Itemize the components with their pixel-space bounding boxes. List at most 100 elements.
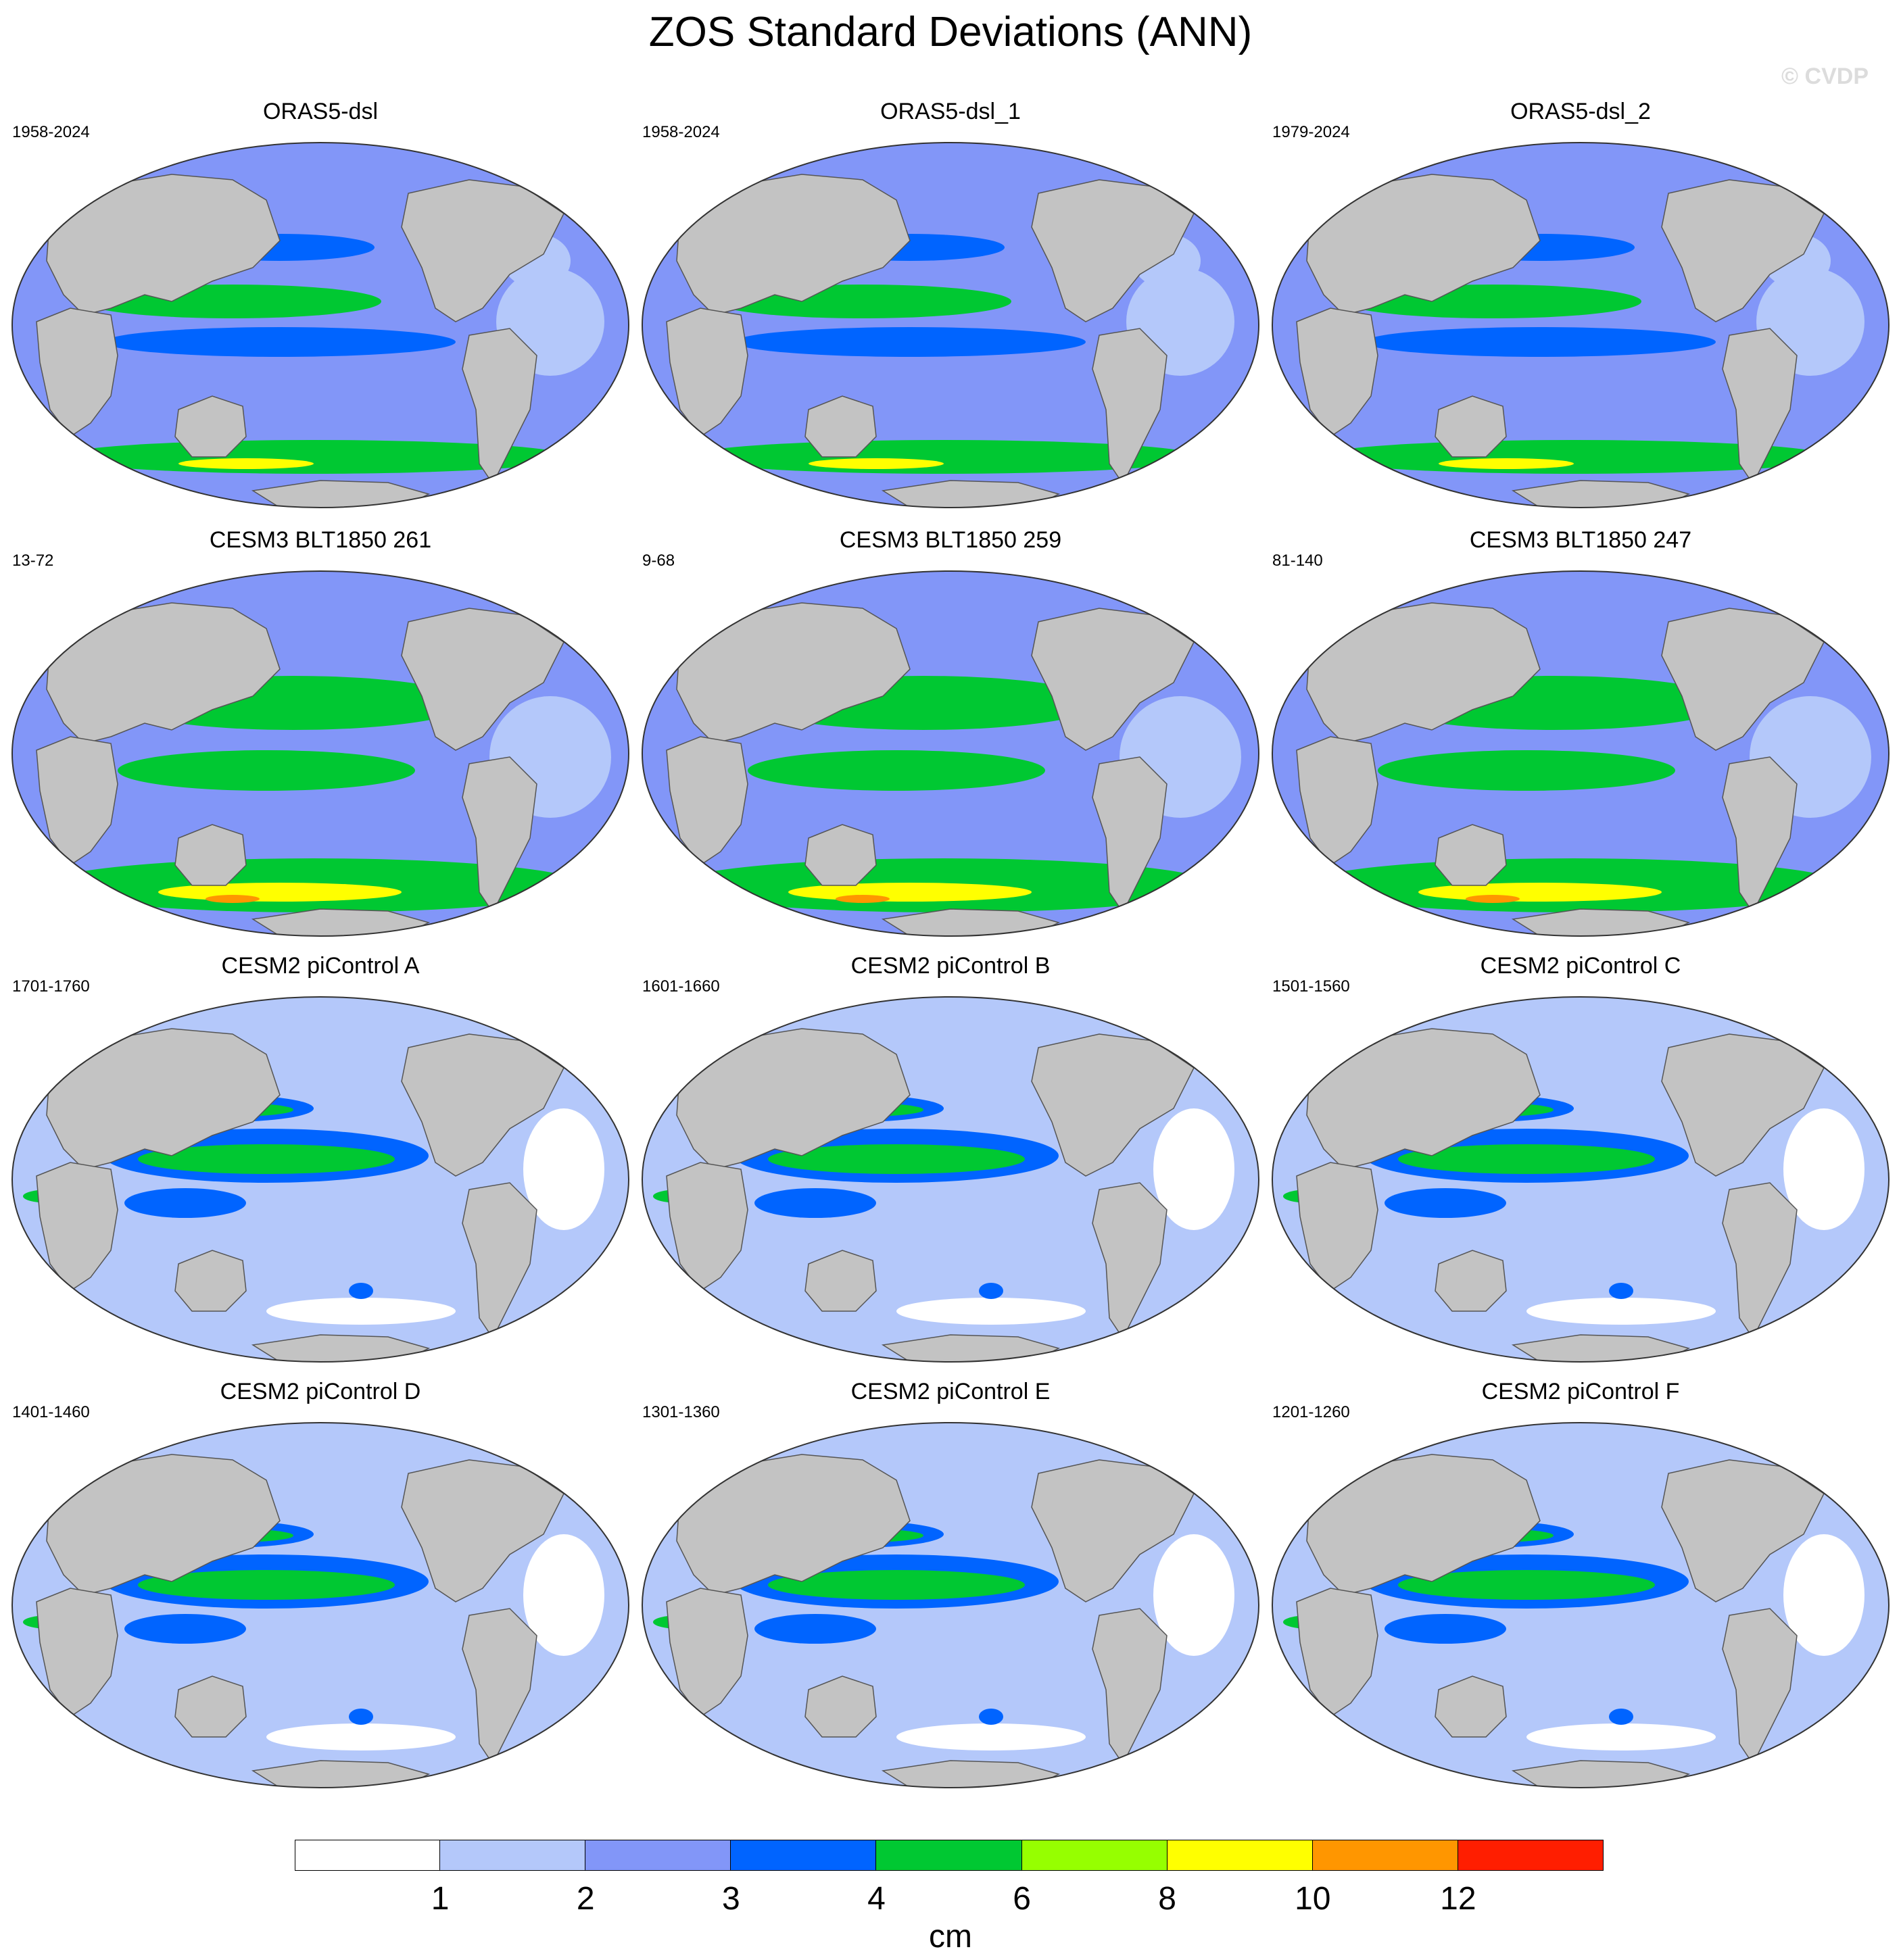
antarctica-land: [881, 480, 1061, 508]
antarctica-land: [881, 908, 1061, 936]
panel-period: 81-140: [1272, 552, 1323, 570]
map-boundary: [11, 996, 629, 1363]
map-panel: CESM2 piControl F 1201-1260: [1270, 1379, 1892, 1791]
south-america-land: [462, 1608, 537, 1765]
map-panel: CESM2 piControl B 1601-1660: [640, 953, 1261, 1365]
panel-title: CESM2 piControl E: [850, 1379, 1051, 1404]
australia-land: [804, 824, 877, 886]
south-america-land: [462, 1182, 537, 1340]
map-panel: ORAS5-dsl_2 1979-2024: [1270, 99, 1892, 511]
map-boundary: [1272, 1422, 1890, 1788]
eurasia-land: [1306, 602, 1541, 744]
africa-land: [666, 1162, 748, 1292]
colorbar-box: [440, 1840, 586, 1871]
africa-land: [1296, 736, 1378, 866]
colorbar-tick-label: 6: [1013, 1881, 1031, 1917]
australia-land: [804, 395, 877, 458]
panel-period: 1701-1760: [12, 977, 90, 996]
map-boundary: [1272, 142, 1890, 508]
map-boundary: [642, 1422, 1259, 1788]
panel-title: CESM2 piControl F: [1481, 1379, 1680, 1404]
antarctica-land: [251, 1334, 431, 1362]
panel-period: 1601-1660: [642, 977, 720, 996]
land-mask: [36, 151, 565, 508]
africa-land: [36, 308, 118, 438]
colorbar-box: [585, 1840, 731, 1871]
eurasia-land: [1306, 1028, 1541, 1170]
north-america-land: [1031, 608, 1195, 751]
panel-period: 1301-1360: [642, 1403, 720, 1421]
panel-period: 1958-2024: [642, 123, 720, 141]
panel-title: CESM2 piControl D: [220, 1379, 421, 1404]
colorbar: [295, 1840, 1604, 1873]
eurasia-land: [1306, 174, 1541, 316]
eurasia-land: [676, 174, 911, 316]
map-panel: CESM2 piControl C 1501-1560: [1270, 953, 1892, 1365]
north-america-land: [1661, 1459, 1825, 1602]
map-boundary: [11, 1422, 629, 1788]
australia-land: [174, 1675, 247, 1738]
panel-title: ORAS5-dsl_1: [880, 99, 1021, 124]
australia-land: [174, 395, 247, 458]
map-boundary: [642, 570, 1259, 937]
panel-title: CESM3 BLT1850 247: [1469, 527, 1692, 553]
map-panel: ORAS5-dsl_1 1958-2024: [640, 99, 1261, 511]
eurasia-land: [46, 174, 281, 316]
antarctica-land: [881, 1334, 1061, 1362]
colorbar-units: cm: [929, 1919, 972, 1955]
map-boundary: [1272, 570, 1890, 937]
antarctica-land: [251, 1760, 431, 1788]
world-map: [642, 996, 1259, 1363]
world-map: [11, 996, 629, 1363]
north-america-land: [1661, 608, 1825, 751]
panel-period: 13-72: [12, 552, 54, 570]
panel-title: ORAS5-dsl_2: [1510, 99, 1651, 124]
australia-land: [1435, 395, 1507, 458]
north-america-land: [401, 1033, 564, 1177]
map-panel: CESM2 piControl E 1301-1360: [640, 1379, 1261, 1791]
panel-period: 1958-2024: [12, 123, 90, 141]
africa-land: [666, 1588, 748, 1718]
africa-land: [36, 1162, 118, 1292]
map-panel: CESM3 BLT1850 259 9-68: [640, 527, 1261, 939]
antarctica-land: [251, 908, 431, 936]
world-map: [1272, 142, 1890, 508]
africa-land: [36, 1588, 118, 1718]
panel-title: CESM2 piControl B: [850, 953, 1051, 979]
colorbar-box: [295, 1840, 441, 1871]
australia-land: [1435, 1250, 1507, 1312]
colorbar-tick-label: 8: [1158, 1881, 1177, 1917]
colorbar-tick-label: 12: [1440, 1881, 1476, 1917]
africa-land: [1296, 1162, 1378, 1292]
land-mask: [666, 1005, 1195, 1362]
north-america-land: [1661, 179, 1825, 322]
world-map: [642, 1422, 1259, 1788]
south-america-land: [1722, 756, 1798, 914]
land-mask: [666, 1431, 1195, 1788]
africa-land: [666, 308, 748, 438]
map-boundary: [1272, 996, 1890, 1363]
eurasia-land: [46, 1028, 281, 1170]
panel-title: ORAS5-dsl: [262, 99, 379, 124]
south-america-land: [1092, 1608, 1168, 1765]
australia-land: [804, 1675, 877, 1738]
land-mask: [1296, 1005, 1825, 1362]
south-america-land: [1092, 1182, 1168, 1340]
antarctica-land: [881, 1760, 1061, 1788]
map-panel: CESM3 BLT1850 261 13-72: [9, 527, 631, 939]
north-america-land: [401, 179, 564, 322]
eurasia-land: [676, 1454, 911, 1596]
south-america-land: [1722, 1608, 1798, 1765]
panel-title: CESM3 BLT1850 259: [839, 527, 1062, 553]
antarctica-land: [1511, 480, 1691, 508]
south-america-land: [1722, 328, 1798, 485]
panel-title: CESM2 piControl C: [1480, 953, 1681, 979]
panel-period: 1201-1260: [1272, 1403, 1350, 1421]
south-america-land: [1092, 756, 1168, 914]
panel-title: CESM2 piControl A: [221, 953, 420, 979]
land-mask: [666, 151, 1195, 508]
panel-period: 9-68: [642, 552, 675, 570]
world-map: [11, 570, 629, 937]
colorbar-box: [1167, 1840, 1313, 1871]
colorbar-box: [1312, 1840, 1458, 1871]
